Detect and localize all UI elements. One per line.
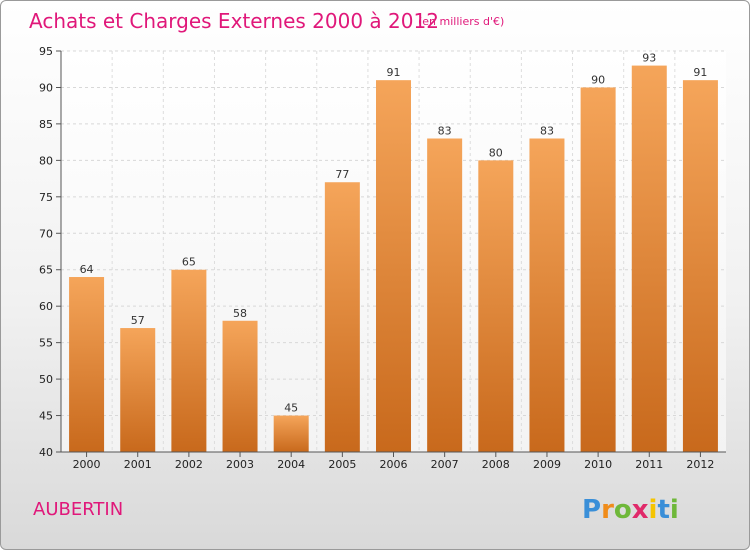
value-labels: 64 57 65 58 45 77 91 83 80 83 90 93 91 xyxy=(80,52,708,415)
bar-2000 xyxy=(69,277,105,452)
y-tick-label: 95 xyxy=(39,45,53,58)
commune-name: AUBERTIN xyxy=(33,499,123,520)
x-tick-label-2003: 2003 xyxy=(226,458,254,471)
data-label-2001: 57 xyxy=(131,314,145,327)
x-tick-label-2004: 2004 xyxy=(277,458,305,471)
y-tick-label: 55 xyxy=(39,337,53,350)
data-label-2012: 91 xyxy=(693,66,707,79)
proxiti-logo: Proxiti xyxy=(582,495,679,525)
bar-2010 xyxy=(580,87,616,453)
x-tick-label-2008: 2008 xyxy=(482,458,510,471)
y-tick-label: 40 xyxy=(39,446,53,459)
data-label-2005: 77 xyxy=(335,168,349,181)
axes: 40 45 50 55 60 65 70 75 80 85 90 95 2000 2001 2002 2003… xyxy=(39,45,726,471)
x-tick-label-2007: 2007 xyxy=(431,458,459,471)
bar-2007 xyxy=(427,138,463,452)
data-label-2000: 64 xyxy=(80,263,94,276)
x-tick-label-2006: 2006 xyxy=(380,458,408,471)
bars xyxy=(69,65,718,453)
x-tick-label-2000: 2000 xyxy=(73,458,101,471)
data-label-2003: 58 xyxy=(233,307,247,320)
chart-subtitle: (en milliers d'€) xyxy=(418,15,504,28)
x-tick-label-2011: 2011 xyxy=(635,458,663,471)
bar-2001 xyxy=(120,328,156,452)
x-tick-label-2010: 2010 xyxy=(584,458,612,471)
bar-2006 xyxy=(376,80,411,452)
y-tick-label: 90 xyxy=(39,81,53,94)
bar-2002 xyxy=(171,269,207,452)
x-tick-label-2012: 2012 xyxy=(686,458,714,471)
data-label-2009: 83 xyxy=(540,124,554,137)
data-label-2002: 65 xyxy=(182,256,196,269)
data-label-2007: 83 xyxy=(438,124,452,137)
x-tick-label-2009: 2009 xyxy=(533,458,561,471)
data-label-2008: 80 xyxy=(489,146,503,159)
y-tick-label: 85 xyxy=(39,118,53,131)
y-tick-label: 60 xyxy=(39,300,53,313)
y-tick-label: 75 xyxy=(39,191,53,204)
bar-2011 xyxy=(631,65,667,452)
data-label-2004: 45 xyxy=(284,402,298,415)
x-tick-label-2005: 2005 xyxy=(328,458,356,471)
x-tick-label-2002: 2002 xyxy=(175,458,203,471)
y-tick-label: 80 xyxy=(39,154,53,167)
x-tick-label-2001: 2001 xyxy=(124,458,152,471)
data-label-2010: 90 xyxy=(591,73,605,86)
bar-2004 xyxy=(273,415,309,452)
y-tick-label: 45 xyxy=(39,410,53,423)
y-tick-label: 70 xyxy=(39,227,53,240)
y-tick-label: 65 xyxy=(39,264,53,277)
data-label-2011: 93 xyxy=(642,52,656,65)
y-tick-label: 50 xyxy=(39,373,53,386)
bar-2012 xyxy=(682,80,718,452)
bar-2003 xyxy=(222,320,258,452)
data-label-2006: 91 xyxy=(387,66,401,79)
bar-2008 xyxy=(478,160,514,452)
bar-2005 xyxy=(324,182,360,452)
chart-title: Achats et Charges Externes 2000 à 2012 xyxy=(29,9,439,33)
bar-2009 xyxy=(529,138,565,452)
